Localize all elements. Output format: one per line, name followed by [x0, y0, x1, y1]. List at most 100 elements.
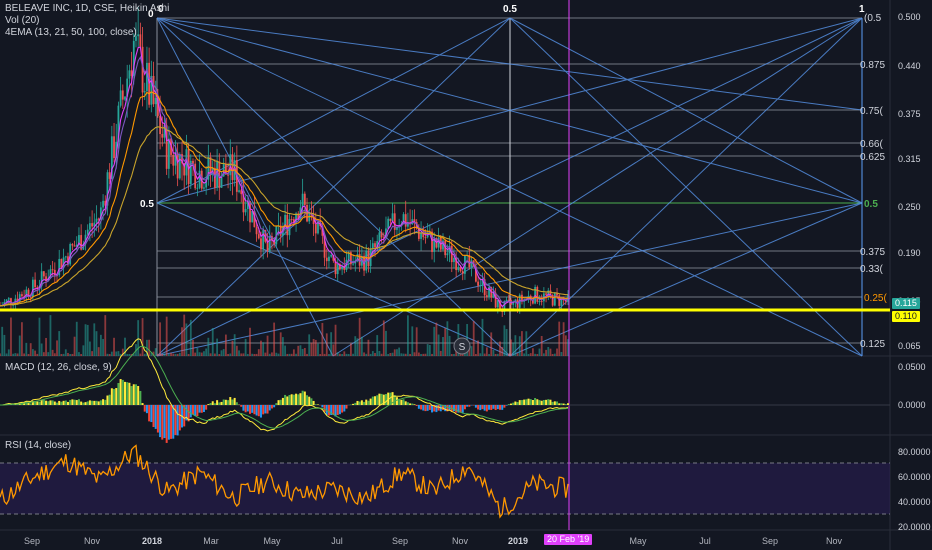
macd-hist-bar	[518, 400, 521, 405]
volume-bar	[349, 343, 352, 356]
volume-bar	[352, 353, 354, 356]
macd-hist-bar	[398, 398, 401, 405]
candle-body	[448, 245, 451, 254]
volume-bar	[0, 353, 1, 356]
volume-bar	[420, 353, 422, 356]
candle-body	[106, 172, 109, 206]
volume-bar	[499, 341, 501, 356]
macd-hist-bar	[409, 403, 412, 405]
candle-body	[558, 295, 561, 306]
candle-body	[69, 244, 72, 265]
volume-bar	[417, 352, 420, 356]
volume-bar	[244, 338, 247, 356]
macd-hist-bar	[27, 402, 30, 405]
volume-bar	[163, 353, 166, 356]
candle-body	[117, 105, 120, 142]
candle-body	[163, 125, 166, 138]
volume-bar	[446, 321, 449, 356]
volume-bar	[5, 353, 8, 356]
volume-bar	[207, 337, 210, 356]
symbol-title[interactable]: BELEAVE INC, 1D, CSE, Heikin Ashi	[5, 3, 170, 14]
candle-body	[181, 154, 183, 164]
candle-body	[167, 138, 170, 169]
macd-hist-bar	[378, 393, 381, 405]
candle-body	[341, 266, 344, 270]
volume-bar	[238, 350, 240, 356]
volume-legend[interactable]: Vol (20)	[5, 15, 40, 26]
macd-hist-bar	[191, 405, 194, 415]
volume-bar	[231, 340, 234, 356]
volume-bar	[273, 322, 276, 356]
macd-hist-bar	[499, 405, 502, 410]
volume-bar	[481, 318, 484, 356]
volume-bar	[435, 322, 438, 356]
volume-bar	[152, 351, 155, 356]
macd-hist-bar	[437, 405, 440, 411]
volume-bar	[121, 348, 124, 356]
macd-hist-bar	[207, 404, 210, 405]
volume-bar	[132, 353, 135, 356]
candle-body	[424, 237, 427, 239]
volume-bar	[266, 335, 269, 356]
macd-hist-bar	[428, 405, 431, 410]
volume-bar	[464, 353, 466, 356]
macd-hist-bar	[374, 396, 377, 405]
candle-body	[67, 256, 69, 265]
macd-hist-bar	[525, 399, 528, 405]
macd-hist-bar	[200, 405, 203, 413]
candle-body	[286, 214, 289, 236]
macd-hist-bar	[395, 397, 398, 405]
split-marker[interactable]	[453, 337, 471, 355]
price-axis-label: 0.315	[898, 154, 921, 164]
macd-hist-bar	[323, 405, 326, 412]
date-axis-label: May	[263, 536, 281, 546]
ema-lines	[0, 46, 569, 308]
volume-bar	[560, 351, 563, 356]
date-axis-label: Sep	[391, 536, 409, 546]
candle-body	[45, 276, 47, 282]
volume-bar	[536, 353, 539, 356]
rsi-line	[0, 444, 569, 519]
macd-hist-bar	[126, 382, 129, 405]
date-axis-label: 2018	[141, 536, 163, 546]
macd-legend[interactable]: MACD (12, 26, close, 9)	[5, 362, 112, 373]
volume-bar	[45, 337, 47, 356]
candle-body	[488, 286, 490, 297]
macd-hist-bar	[503, 405, 506, 408]
candle-body	[393, 213, 396, 230]
macd-hist-bar	[141, 403, 144, 405]
volume-bar	[299, 345, 302, 356]
macd-hist-bar	[80, 401, 83, 405]
macd-hist-bar	[152, 405, 155, 428]
macd-hist-bar	[249, 405, 252, 414]
macd-hist-bar	[34, 401, 37, 405]
candle-body	[352, 263, 354, 265]
candle-body	[229, 154, 232, 176]
volume-bar	[268, 353, 271, 356]
volume-bar	[240, 353, 243, 356]
candle-body	[10, 298, 12, 305]
volume-bar	[10, 317, 12, 356]
macd-hist-bar	[551, 401, 554, 405]
candle-body	[97, 218, 100, 220]
candle-body	[374, 243, 376, 248]
rsi-legend[interactable]: RSI (14, close)	[5, 440, 72, 451]
candle-body	[496, 300, 499, 308]
macd-hist-bar	[218, 402, 221, 405]
volume-bar	[56, 340, 58, 356]
macd-hist-bar	[130, 386, 133, 405]
volume-bar	[453, 353, 455, 356]
ema-legend[interactable]: 4EMA (13, 21, 50, 100, close)	[5, 27, 137, 38]
volume-bar	[194, 352, 197, 356]
volume-bar	[40, 343, 43, 356]
gann-level-label: 0.66(	[860, 139, 883, 150]
candle-body	[295, 213, 297, 223]
macd-hist-bar	[531, 400, 534, 405]
macd-hist-bar	[222, 399, 225, 405]
volume-bar	[545, 349, 547, 356]
gann-label-top-left-zero: 0	[158, 4, 164, 15]
macd-hist-bar	[143, 405, 146, 412]
macd-hist-bar	[433, 405, 436, 412]
candle-body	[198, 170, 201, 188]
